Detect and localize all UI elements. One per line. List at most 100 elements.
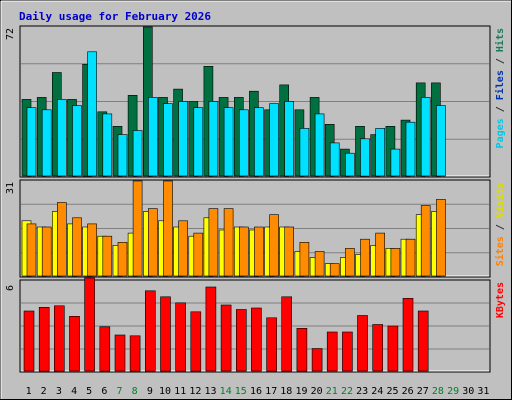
bar-pages-day-26	[405, 121, 416, 177]
x-tick-label: 16	[250, 386, 262, 397]
legend-segment: KBytes	[495, 282, 506, 318]
x-tick-label: 31	[477, 386, 489, 397]
panel-middle-legend-label: Sites / Visits	[494, 182, 506, 266]
legend-segment: Sites	[494, 236, 506, 266]
bar-kbytes-day-2	[38, 306, 50, 372]
bar-pages-day-23	[360, 138, 370, 177]
bar-sites-day-6	[102, 235, 113, 277]
bar-kbytes-day-13	[205, 286, 217, 372]
legend-segment: /	[495, 52, 506, 70]
bar-pages-day-17	[269, 103, 279, 177]
bar-pages-day-21	[329, 142, 340, 177]
bar-pages-day-12	[193, 107, 204, 177]
bar-pages-day-27	[420, 97, 431, 177]
bar-pages-day-8	[132, 130, 143, 177]
x-tick-label: 29	[447, 386, 459, 397]
bar-pages-day-9	[148, 97, 158, 177]
bar-sites-day-12	[193, 232, 204, 277]
bar-pages-day-14	[223, 107, 234, 177]
x-tick-label: 21	[326, 386, 338, 397]
legend-segment: Pages	[495, 118, 506, 148]
x-tick-label: 19	[295, 386, 307, 397]
bar-pages-day-2	[41, 109, 52, 177]
bar-kbytes-day-5	[84, 277, 95, 372]
bar-kbytes-day-18	[281, 296, 293, 372]
bar-kbytes-day-6	[99, 326, 111, 372]
bar-kbytes-day-1	[23, 310, 35, 372]
bar-sites-day-14	[223, 208, 234, 277]
x-tick-label: 23	[356, 386, 368, 397]
x-tick-label: 15	[235, 386, 247, 397]
bar-pages-day-25	[390, 148, 401, 177]
bar-sites-day-10	[163, 180, 173, 277]
x-tick-label: 30	[462, 386, 474, 397]
bar-pages-day-11	[178, 101, 188, 177]
x-tick-label: 6	[101, 386, 107, 397]
x-tick-label: 9	[147, 386, 153, 397]
x-tick-label: 17	[265, 386, 277, 397]
bar-kbytes-day-17	[266, 317, 277, 372]
x-tick-label: 13	[204, 386, 216, 397]
bar-pages-day-7	[117, 134, 128, 177]
bar-sites-day-16	[254, 226, 264, 277]
x-tick-label: 25	[386, 386, 398, 397]
bar-kbytes-day-22	[342, 331, 353, 372]
x-tick-label: 20	[311, 386, 323, 397]
bar-pages-day-18	[284, 101, 295, 177]
bar-sites-day-23	[360, 238, 370, 277]
x-tick-label: 14	[220, 386, 232, 397]
bar-pages-day-16	[254, 107, 264, 177]
x-tick-label: 26	[402, 386, 414, 397]
bar-kbytes-day-24	[372, 324, 384, 372]
bar-sites-day-15	[239, 226, 249, 277]
bar-pages-day-3	[56, 99, 67, 177]
bar-sites-day-21	[329, 263, 340, 277]
bar-kbytes-day-7	[114, 334, 126, 372]
bar-sites-day-8	[132, 180, 143, 277]
bar-kbytes-day-19	[296, 327, 308, 372]
bar-pages-day-1	[26, 107, 37, 177]
bar-sites-day-13	[208, 208, 219, 277]
bar-pages-day-15	[239, 109, 249, 177]
bar-pages-day-13	[208, 101, 219, 177]
bar-kbytes-day-9	[145, 290, 156, 372]
x-tick-label: 2	[41, 386, 47, 397]
bar-kbytes-day-20	[311, 348, 323, 372]
bar-sites-day-9	[148, 208, 158, 277]
x-tick-label: 28	[432, 386, 444, 397]
bar-sites-day-7	[117, 242, 128, 277]
bar-pages-day-6	[102, 113, 113, 177]
bar-sites-day-24	[375, 232, 386, 277]
x-tick-label: 22	[341, 386, 353, 397]
bar-kbytes-day-8	[129, 335, 141, 372]
legend-segment: Visits	[494, 182, 506, 218]
panel-top-ymax-label: 72	[5, 28, 16, 40]
bar-sites-day-4	[72, 217, 82, 277]
bar-pages-day-24	[375, 128, 386, 177]
bar-sites-day-2	[41, 226, 52, 277]
bar-pages-day-20	[314, 113, 325, 177]
bar-sites-day-20	[314, 251, 325, 277]
x-tick-label: 12	[189, 386, 201, 397]
bar-kbytes-day-21	[326, 331, 338, 372]
bar-pages-day-10	[163, 103, 173, 177]
chart-title: Daily usage for February 2026	[19, 10, 211, 23]
x-tick-label: 7	[116, 386, 122, 397]
x-tick-label: 10	[159, 386, 171, 397]
bar-pages-day-19	[299, 128, 310, 177]
x-tick-label: 3	[56, 386, 62, 397]
bar-kbytes-day-11	[175, 302, 186, 372]
bar-pages-day-22	[345, 152, 355, 177]
bar-sites-day-27	[420, 205, 431, 277]
x-tick-label: 18	[280, 386, 292, 397]
legend-segment: /	[495, 100, 506, 118]
x-tick-label: 8	[132, 386, 138, 397]
x-tick-label: 1	[26, 386, 32, 397]
x-tick-label: 27	[417, 386, 429, 397]
bar-kbytes-day-4	[69, 315, 80, 372]
bar-sites-day-11	[178, 220, 188, 277]
x-tick-label: 4	[71, 386, 77, 397]
bar-pages-day-28	[436, 105, 446, 177]
legend-segment: Files	[494, 70, 506, 100]
